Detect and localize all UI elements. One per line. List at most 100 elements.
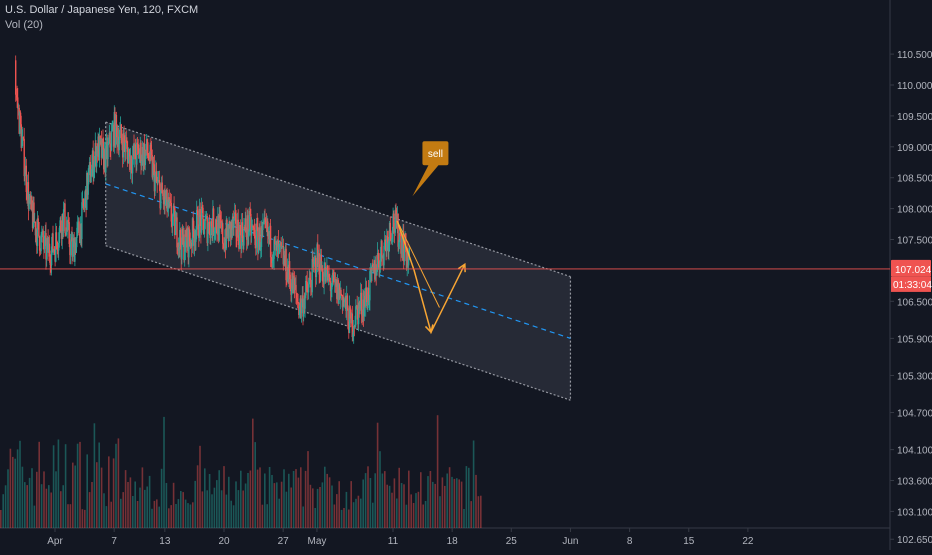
candle-body [274,238,276,245]
candle-body [295,284,297,294]
candle-body [265,218,267,223]
candle-body [322,269,324,282]
candle-body [201,206,203,208]
candle-body [195,229,197,242]
candle-body [22,137,24,138]
candle-body [239,225,241,233]
candle-body [55,232,58,242]
candle-body [24,174,26,177]
volume-bar [199,445,201,528]
candle-body [249,211,251,214]
volume-bar [40,484,43,528]
candle-body [16,95,18,98]
volume-bar [218,470,220,528]
candle-body [15,94,18,96]
candle-body [313,258,315,265]
volume-bar [112,458,115,528]
candle-body [158,180,161,184]
candle-body [347,308,349,329]
price-tick-label: 104.700 [897,409,932,420]
candle-body [87,175,89,195]
candle-body [160,190,162,209]
candle-body [174,208,176,235]
candle-body [46,244,48,260]
volume-bar [52,445,55,528]
candle-body [257,240,260,253]
candle-body [40,234,42,252]
price-tick-label: 108.500 [897,174,932,185]
volume-bar [88,492,91,528]
candle-body [368,300,370,302]
candle-body [328,274,330,278]
volume-bar [381,473,384,528]
time-tick-label: 22 [742,536,754,547]
volume-bar [160,468,163,528]
candle-body [103,149,106,170]
candle-body [93,156,96,168]
volume-bar [307,451,309,528]
candle-body [296,298,299,303]
volume-bar [376,422,379,528]
candle-body [315,272,318,278]
volume-bar [283,469,285,528]
volume-bar [57,439,60,528]
volume-bar [50,492,52,528]
volume-bar [429,471,432,528]
volume-bar [424,501,427,528]
price-tick-label: 107.500 [897,236,932,247]
price-tick-label: 106.500 [897,297,932,308]
volume-bar [64,444,67,528]
volume-bar [405,504,408,528]
volume-histogram [0,415,482,528]
candle-body [119,129,121,141]
volume-bar [338,481,340,528]
candle-body [74,242,76,262]
candle-body [118,140,120,151]
volume-bar [324,466,326,528]
volume-bar [163,416,165,528]
candle-body [222,243,225,246]
candle-body [352,334,354,337]
volume-bar [211,494,213,528]
candle-body [381,256,384,258]
candle-body [303,302,305,317]
candle-body [253,227,256,230]
candle-body [53,249,56,251]
symbol-title: U.S. Dollar / Japanese Yen, 120, FXCM [5,4,199,16]
volume-bar [420,472,422,528]
volume-bar [393,478,396,528]
price-tick-label: 105.300 [897,371,932,382]
candle-body [331,285,333,290]
candle-body [159,183,161,209]
candle-body [262,221,265,224]
candle-body [378,259,380,270]
volume-bar [432,481,434,528]
candle-body [78,221,80,236]
candle-body [298,302,300,315]
candle-body [188,229,190,258]
volume-bar [175,504,177,528]
candle-body [42,230,44,243]
candle-body [367,288,370,302]
volume-bar [288,473,290,528]
volume-bar [396,498,398,528]
candle-body [267,221,269,237]
countdown-badge [891,276,931,292]
candle-body [237,219,239,241]
candle-body [202,207,204,220]
volume-bar [96,462,98,528]
candle-body [135,158,137,165]
candle-body [373,260,375,272]
volume-bar [43,471,45,528]
volume-bar [412,503,415,528]
volume-bar [302,506,304,528]
candle-body [184,230,187,252]
candle-body [282,245,284,265]
volume-bar [300,467,302,528]
candle-body [92,150,94,178]
volume-bar [105,506,108,528]
volume-bar [14,458,16,528]
time-tick-label: 27 [278,536,290,547]
